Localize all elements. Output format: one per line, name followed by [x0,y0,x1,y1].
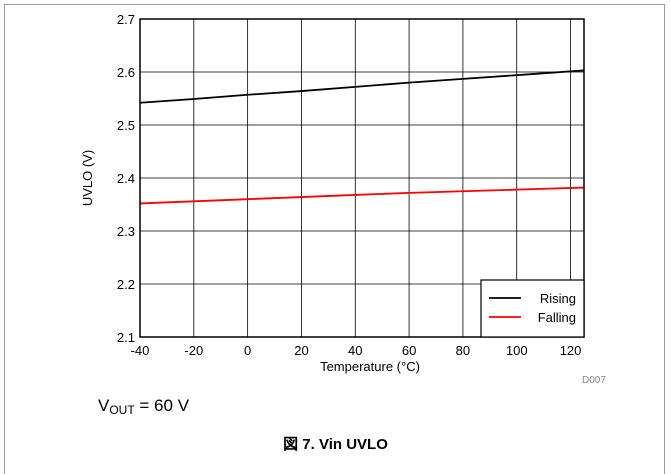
y-tick-label: 2.6 [117,65,135,80]
figure-caption: 図 7. Vin UVLO [283,436,388,453]
test-condition: VOUT = 60 V [98,396,189,417]
series-line-falling [139,186,585,205]
condition-prefix: V [98,396,110,415]
figure-id: D007 [582,375,606,386]
y-tick-label: 2.2 [117,277,135,292]
x-tick-label: 0 [244,343,251,358]
y-tick-label: 2.7 [117,12,135,27]
figure-frame [4,4,665,474]
y-tick-label: 2.4 [117,171,135,186]
y-tick-label: 2.1 [117,330,135,345]
series-line-rising [139,69,585,104]
x-tick-label: 20 [294,343,308,358]
uvlo-chart: -40 -20 0 20 40 60 80 100 120 2.1 2.2 2.3 2.4 2.5 2.6 2… [80,12,585,374]
legend-label: Falling [538,310,576,325]
x-tick-label: 120 [560,343,582,358]
condition-suffix: = 60 V [134,396,190,415]
y-tick-label: 2.5 [117,118,135,133]
x-tick-label: 60 [402,343,416,358]
x-axis-label: Temperature (°C) [320,359,420,374]
x-tick-label: -40 [131,343,150,358]
plot-area-border [139,18,585,338]
x-tick-label: 100 [506,343,528,358]
condition-subscript: OUT [109,403,135,417]
legend-label: Rising [540,291,576,306]
y-tick-label: 2.3 [117,224,135,239]
legend-box [480,279,585,338]
x-tick-label: -20 [184,343,203,358]
x-tick-label: 40 [348,343,362,358]
y-axis-label: UVLO (V) [80,150,95,206]
x-tick-label: 80 [456,343,470,358]
